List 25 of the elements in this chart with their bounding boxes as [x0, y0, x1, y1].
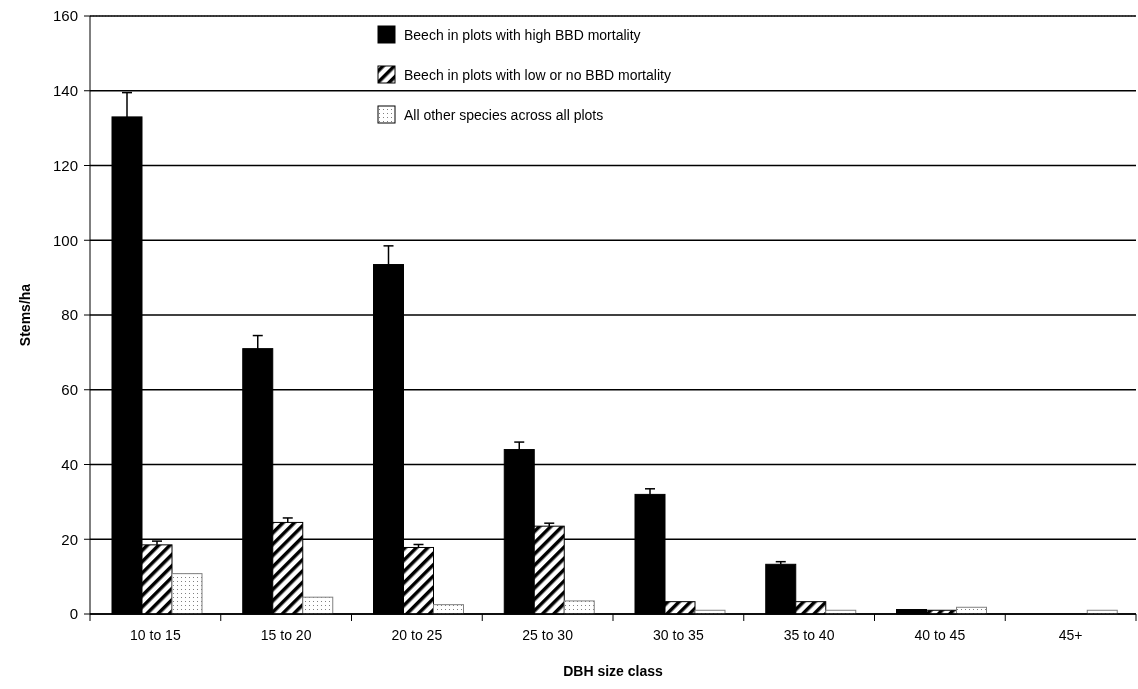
legend-label: All other species across all plots [404, 107, 604, 123]
x-tick-label: 30 to 35 [653, 627, 704, 643]
x-tick-label: 15 to 20 [260, 627, 312, 643]
bar [563, 600, 595, 615]
y-tick-label: 60 [61, 381, 78, 398]
y-axis-title: Stems/ha [17, 283, 33, 347]
y-tick-label: 40 [61, 455, 78, 473]
y-tick-label: 160 [52, 7, 78, 25]
legend-label: Beech in plots with low or no BBD mortality [404, 67, 671, 83]
x-axis-title: DBH size class [563, 663, 664, 679]
y-tick-label: 80 [61, 306, 78, 324]
y-tick-label: 120 [52, 156, 78, 174]
y-tick-label: 140 [52, 82, 78, 99]
legend-label: Beech in plots with high BBD mortality [404, 27, 641, 43]
y-tick-label: 20 [61, 530, 78, 548]
x-tick-label: 20 to 25 [391, 627, 443, 643]
y-tick-label: 100 [52, 231, 78, 249]
y-tick-label: 0 [69, 605, 78, 623]
bar [302, 596, 334, 615]
x-tick-label: 35 to 40 [783, 627, 835, 643]
x-tick-label: 40 to 45 [914, 627, 966, 643]
bar [171, 573, 203, 615]
x-tick-label: 45+ [1058, 627, 1083, 643]
x-tick-label: 10 to 15 [130, 627, 181, 643]
x-tick-label: 25 to 30 [522, 627, 574, 643]
